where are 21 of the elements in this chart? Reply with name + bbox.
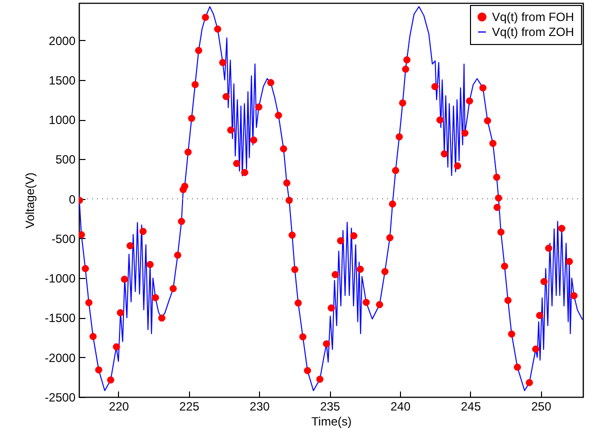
x-tick-label: 235 <box>320 400 340 414</box>
y-tick-label: -2500 <box>44 390 76 404</box>
x-tick-label: 245 <box>460 400 482 414</box>
y-tick-label: 1000 <box>48 113 76 128</box>
y-axis-title: Voltage(V) <box>22 172 37 229</box>
legend-label: Vq(t) from FOH <box>492 10 574 24</box>
y-tick-label: -1000 <box>44 272 76 286</box>
x-tick-label: 250 <box>531 400 552 414</box>
y-tick-label: 500 <box>55 152 76 167</box>
x-axis-title: Time(s) <box>311 414 352 428</box>
y-tick-label: 2000 <box>48 34 76 48</box>
x-tick-label: 225 <box>179 400 200 414</box>
y-tick-label: 1500 <box>48 73 76 88</box>
y-tick-label: -500 <box>51 232 76 246</box>
y-tick-label: -2000 <box>44 350 76 365</box>
x-tick-label: 230 <box>250 400 270 414</box>
y-tick-label: 0 <box>68 192 76 206</box>
x-tick-label: 240 <box>390 400 411 414</box>
legend-label: Vq(t) from ZOH <box>492 25 574 39</box>
y-tick-label: -1500 <box>44 311 76 326</box>
x-tick-label: 220 <box>108 400 130 414</box>
